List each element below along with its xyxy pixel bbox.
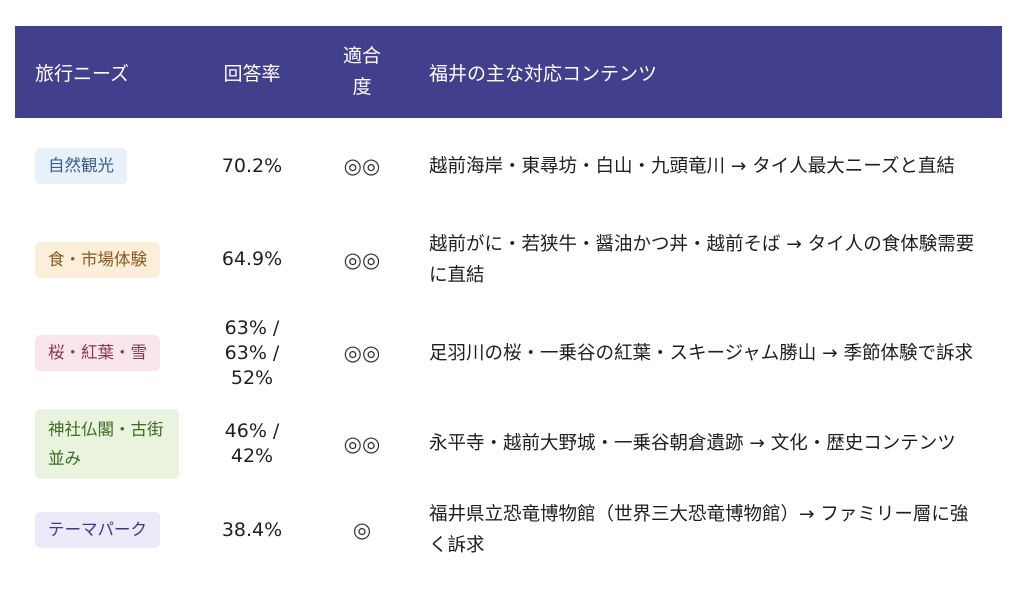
- rate-cell: 70.2%: [221, 154, 283, 177]
- content-cell: 越前海岸・東尋坊・白山・九頭竜川 → タイ人最大ニーズと直結: [429, 155, 955, 177]
- need-tag: 自然観光: [35, 148, 127, 184]
- fit-cell: ◎◎: [343, 431, 381, 456]
- content-cell: 足羽川の桜・一乗谷の紅葉・スキージャム勝山 → 季節体験で訴求: [429, 342, 973, 364]
- fit-cell: ◎◎: [343, 154, 381, 178]
- rate-value: 63% / 63% / 52%: [224, 316, 280, 389]
- header-fit-text: 適合度: [342, 45, 381, 98]
- content-cell: 永平寺・越前大野城・一乗谷朝倉遺跡 → 文化・歴史コンテンツ: [429, 433, 956, 454]
- rate-cell: 38.4%: [221, 518, 283, 541]
- table-header: 旅行ニーズ 回答率 適合度 福井の主な対応コンテンツ: [15, 26, 1002, 118]
- need-tag: 桜・紅葉・雪: [35, 335, 160, 371]
- needs-table: 旅行ニーズ 回答率 適合度 福井の主な対応コンテンツ 自然観光 70.2% ◎◎…: [15, 26, 1002, 574]
- header-rate: 回答率: [223, 62, 281, 85]
- table-row: 食・市場体験 64.9% ◎◎ 越前がに・若狭牛・醤油かつ丼・越前そば → タイ…: [15, 214, 1002, 305]
- table-row: 神社仏閣・古街並み 46% / 42% ◎◎ 永平寺・越前大野城・一乗谷朝倉遺跡…: [15, 401, 1002, 486]
- rate-cell: 46% / 42%: [187, 419, 317, 469]
- rate-cell: 64.9%: [221, 248, 283, 270]
- content-cell: 福井県立恐竜博物館（世界三大恐竜博物館）→ ファミリー層に強く訴求: [429, 504, 969, 556]
- rate-cell: 63% / 63% / 52%: [187, 316, 317, 391]
- fit-cell: ◎◎: [343, 247, 381, 272]
- need-tag: 神社仏閣・古街並み: [35, 408, 179, 479]
- header-fit: 適合度: [317, 41, 407, 103]
- table-row: 桜・紅葉・雪 63% / 63% / 52% ◎◎ 足羽川の桜・一乗谷の紅葉・ス…: [15, 305, 1002, 401]
- fit-cell: ◎◎: [343, 341, 381, 365]
- need-tag: テーマパーク: [35, 512, 160, 548]
- fit-cell: ◎: [352, 518, 372, 542]
- header-content: 福井の主な対応コンテンツ: [429, 62, 658, 85]
- header-need: 旅行ニーズ: [35, 62, 130, 85]
- table-row: 自然観光 70.2% ◎◎ 越前海岸・東尋坊・白山・九頭竜川 → タイ人最大ニー…: [15, 118, 1002, 214]
- table-row: テーマパーク 38.4% ◎ 福井県立恐竜博物館（世界三大恐竜博物館）→ ファミ…: [15, 486, 1002, 574]
- need-tag: 食・市場体験: [35, 241, 160, 278]
- rate-value: 46% / 42%: [224, 419, 280, 467]
- content-cell: 越前がに・若狭牛・醤油かつ丼・越前そば → タイ人の食体験需要に直結: [429, 233, 975, 286]
